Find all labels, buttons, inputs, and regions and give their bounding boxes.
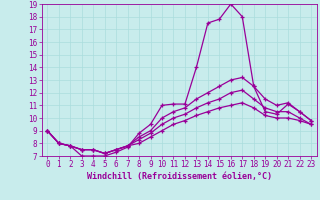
X-axis label: Windchill (Refroidissement éolien,°C): Windchill (Refroidissement éolien,°C) [87, 172, 272, 181]
